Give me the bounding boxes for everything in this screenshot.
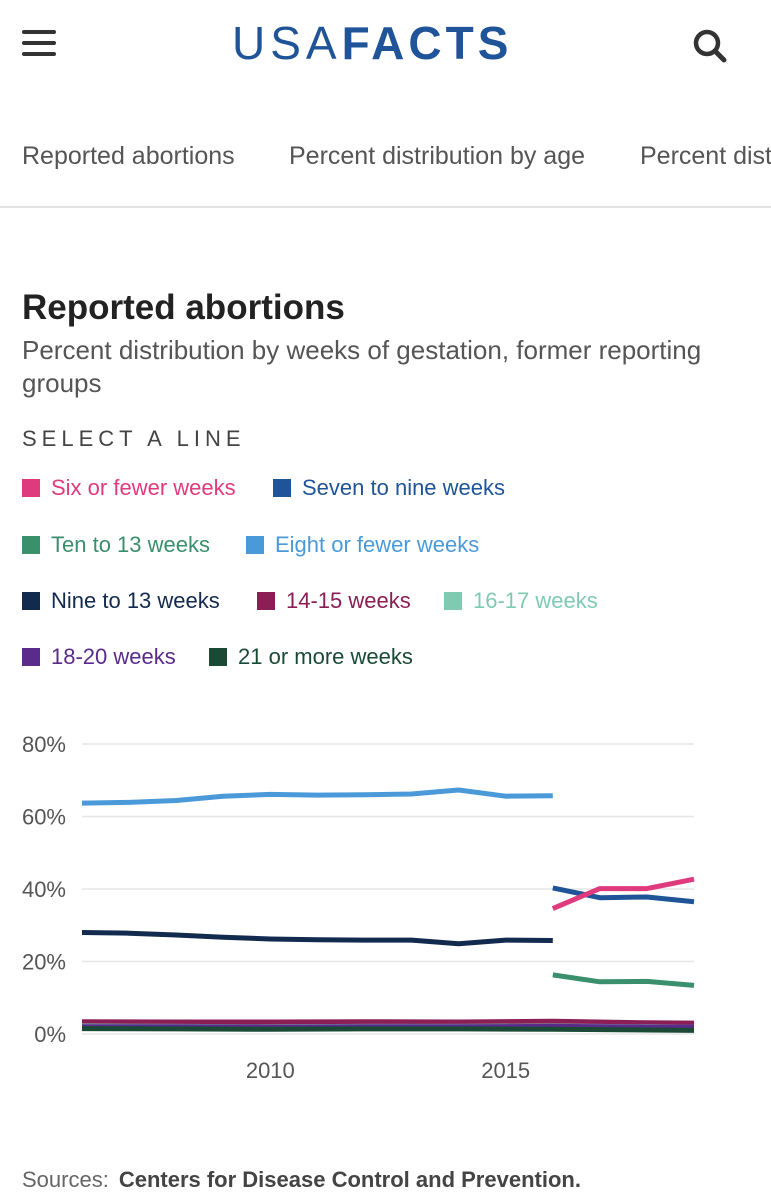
chart-title: Reported abortions (22, 288, 345, 327)
legend-label: 14-15 weeks (286, 588, 411, 613)
sources-link[interactable]: Centers for Disease Control and Preventi… (118, 1167, 581, 1192)
series-line-nine-to-13-weeks (81, 930, 553, 947)
legend-swatch (273, 479, 291, 497)
search-icon[interactable] (690, 26, 730, 66)
tab-bar: Reported abortions Percent distribution … (0, 130, 771, 208)
tab-percent-distribution-by-age[interactable]: Percent distribution by age (289, 142, 586, 170)
legend-swatch (444, 592, 462, 610)
y-tick-label: 80% (22, 732, 66, 757)
y-tick-label: 0% (34, 1022, 66, 1047)
legend-label: 18-20 weeks (51, 644, 176, 669)
legend-swatch (209, 648, 227, 666)
legend-item-eight-or-fewer-weeks[interactable]: Eight or fewer weeks (246, 533, 479, 557)
series-line-six-or-fewer-weeks (551, 876, 695, 911)
series-line-ten-to-13-weeks (552, 972, 695, 988)
legend-label: 16-17 weeks (473, 588, 598, 613)
legend-label: Nine to 13 weeks (51, 588, 220, 613)
series-line-eight-or-fewer-weeks (81, 787, 553, 806)
legend-item-nine-to-13-weeks[interactable]: Nine to 13 weeks (22, 589, 220, 613)
select-a-line-label: SELECT A LINE (22, 426, 246, 451)
x-tick-label: 2010 (246, 1058, 295, 1083)
legend-label: Seven to nine weeks (302, 475, 506, 500)
legend-item-ten-to-13-weeks[interactable]: Ten to 13 weeks (22, 533, 210, 557)
chart-subtitle: Percent distribution by weeks of gestati… (22, 335, 702, 398)
legend-item-21-or-more-weeks[interactable]: 21 or more weeks (209, 645, 413, 669)
line-chart: 0% 20% 40% 60% 80% 2010 2015 (22, 732, 695, 1083)
legend-label: 21 or more weeks (238, 644, 413, 669)
legend-label: Six or fewer weeks (51, 475, 236, 500)
legend-item-14-15-weeks[interactable]: 14-15 weeks (257, 589, 411, 613)
logo-text-light: USA (232, 17, 342, 69)
legend-swatch (246, 536, 264, 554)
sources-line: Sources: Centers for Disease Control and … (22, 1167, 581, 1193)
legend-swatch (257, 592, 275, 610)
legend-swatch (22, 648, 40, 666)
sources-label: Sources: (22, 1167, 109, 1192)
y-tick-label: 60% (22, 805, 66, 830)
legend-label: Eight or fewer weeks (275, 532, 480, 557)
legend-label: Ten to 13 weeks (51, 532, 210, 557)
y-tick-label: 20% (22, 950, 66, 975)
legend-swatch (22, 536, 40, 554)
legend-item-18-20-weeks[interactable]: 18-20 weeks (22, 645, 176, 669)
tab-reported-abortions[interactable]: Reported abortions (22, 142, 235, 170)
legend-item-16-17-weeks[interactable]: 16-17 weeks (444, 589, 598, 613)
series-line-seven-to-nine-weeks (552, 885, 695, 905)
legend-item-seven-to-nine-weeks[interactable]: Seven to nine weeks (273, 476, 505, 500)
series-line-14-15-weeks (81, 1018, 695, 1026)
legend-swatch (22, 479, 40, 497)
top-bar: USAFACTS (0, 0, 771, 90)
site-logo[interactable]: USAFACTS (232, 18, 512, 68)
x-tick-label: 2015 (481, 1058, 530, 1083)
y-tick-label: 40% (22, 877, 66, 902)
series-line-21-or-more-weeks (81, 1026, 695, 1033)
legend-swatch (22, 592, 40, 610)
tab-percent-distribution-truncated[interactable]: Percent dist (640, 142, 771, 170)
hamburger-menu-icon[interactable] (22, 28, 58, 58)
logo-text-bold: FACTS (341, 17, 513, 69)
legend-item-six-or-fewer-weeks[interactable]: Six or fewer weeks (22, 476, 236, 500)
